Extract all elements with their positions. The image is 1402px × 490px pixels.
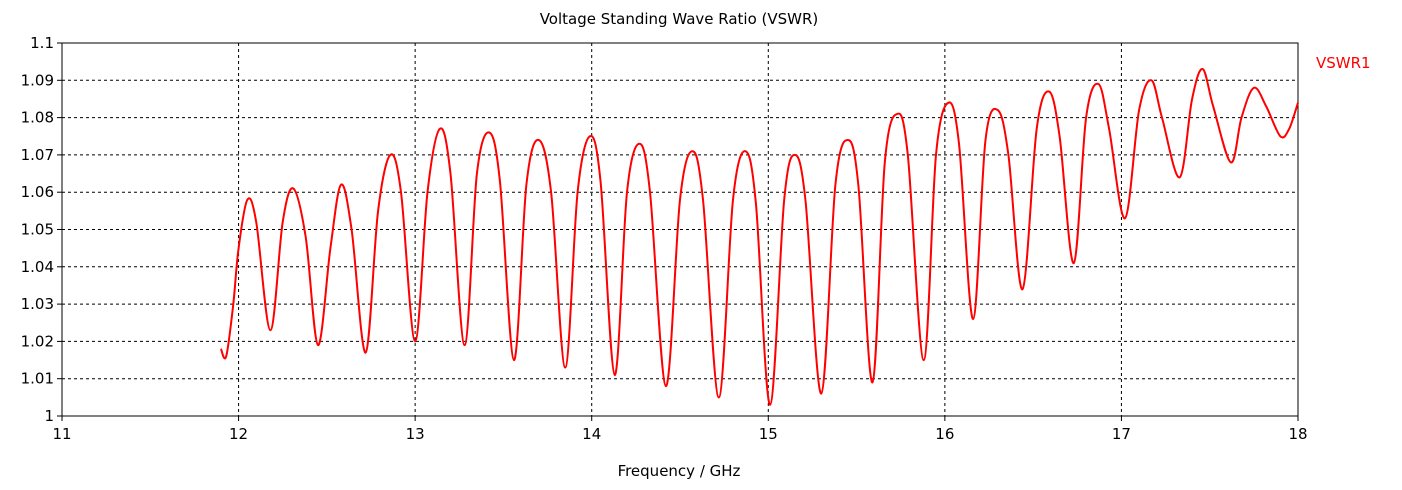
legend-entry-vswr1: VSWR1 — [1316, 54, 1371, 72]
x-tick-label: 18 — [1288, 425, 1307, 443]
y-tick-label: 1.08 — [21, 109, 54, 127]
x-tick-label: 16 — [935, 425, 954, 443]
series-line-vswr1 — [219, 68, 1299, 406]
x-tick-label: 12 — [229, 425, 248, 443]
y-tick-label: 1 — [44, 407, 54, 425]
y-tick-label: 1.07 — [21, 146, 54, 164]
x-tick-label: 11 — [52, 425, 71, 443]
x-tick-label: 15 — [759, 425, 778, 443]
y-tick-label: 1.1 — [30, 34, 54, 52]
chart-title: Voltage Standing Wave Ratio (VSWR) — [540, 10, 819, 28]
y-tick-label: 1.05 — [21, 221, 54, 239]
x-tick-label: 14 — [582, 425, 601, 443]
x-tick-label: 13 — [406, 425, 425, 443]
y-axis-ticks: 1 1.01 1.02 1.03 1.04 1.05 1.06 1.07 1.08 1.09 1.1 — [21, 34, 62, 425]
grid — [62, 43, 1298, 416]
x-axis-ticks: 11 12 13 14 15 16 17 18 — [52, 416, 1308, 443]
y-tick-label: 1.02 — [21, 332, 54, 350]
y-tick-label: 1.01 — [21, 370, 54, 388]
y-tick-label: 1.09 — [21, 71, 54, 89]
y-tick-label: 1.03 — [21, 295, 54, 313]
y-tick-label: 1.06 — [21, 183, 54, 201]
y-tick-label: 1.04 — [21, 258, 54, 276]
x-axis-label: Frequency / GHz — [618, 462, 741, 480]
x-tick-label: 17 — [1112, 425, 1131, 443]
